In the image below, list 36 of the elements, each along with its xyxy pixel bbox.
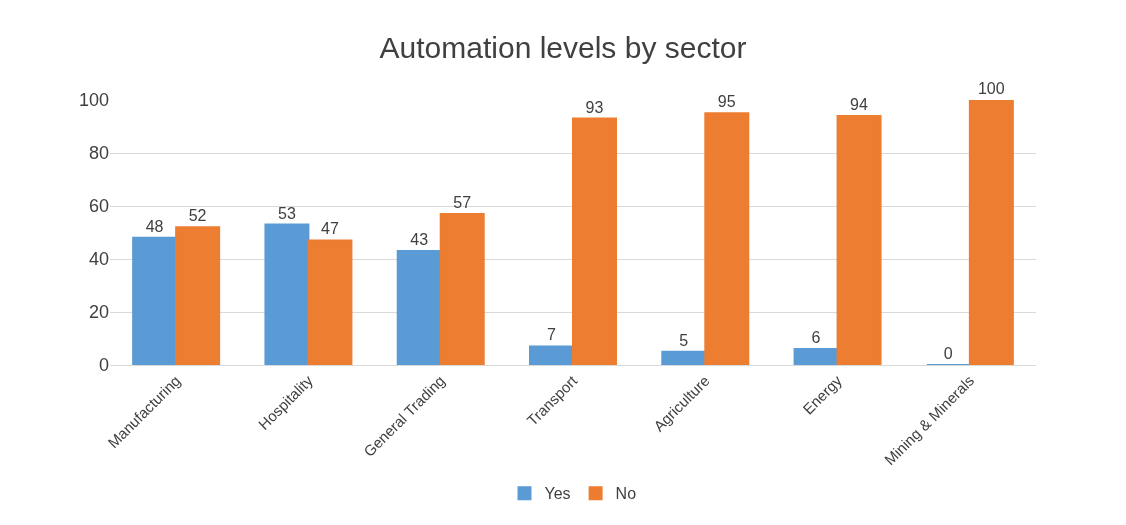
bar — [704, 112, 750, 365]
data-label: 52 — [188, 207, 207, 225]
bar — [264, 223, 310, 365]
data-label: 6 — [811, 329, 821, 347]
data-label: 53 — [277, 204, 296, 222]
bar — [793, 348, 839, 365]
bar — [307, 239, 353, 365]
bar — [396, 250, 442, 365]
y-tick-label: 100 — [78, 90, 109, 111]
y-tick-label: 20 — [88, 302, 109, 323]
bar — [132, 236, 178, 365]
bar — [175, 226, 221, 365]
data-label: 0 — [943, 345, 953, 362]
data-label: 48 — [145, 217, 164, 235]
bar — [661, 350, 707, 365]
data-label: 5 — [679, 331, 689, 349]
data-label: 95 — [717, 93, 736, 111]
y-tick-label: 0 — [98, 355, 109, 376]
y-tick-label: 80 — [88, 143, 109, 164]
y-tick-label: 60 — [88, 196, 109, 217]
legend-label: No — [615, 485, 637, 503]
data-label: 47 — [320, 220, 339, 238]
data-label: 100 — [977, 80, 1005, 97]
bar — [968, 100, 1014, 365]
data-label: 7 — [547, 326, 557, 344]
bar — [439, 212, 485, 365]
data-label: 93 — [585, 98, 604, 116]
y-tick-label: 40 — [88, 249, 109, 270]
data-label: 57 — [453, 193, 472, 211]
bar — [529, 345, 574, 365]
legend-label: Yes — [544, 485, 571, 503]
bar — [572, 117, 617, 365]
data-label: 94 — [850, 95, 869, 113]
bar — [836, 114, 882, 365]
chart-title: Automation levels by sector — [379, 30, 747, 64]
data-label: 43 — [410, 231, 429, 249]
